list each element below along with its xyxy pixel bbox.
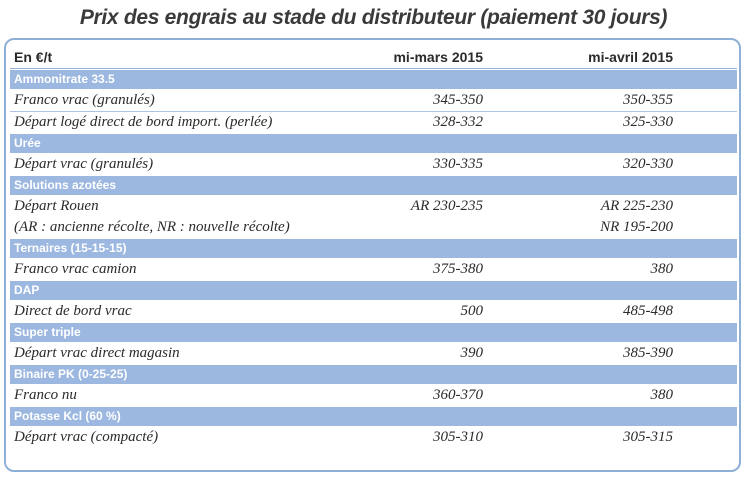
table-row: (AR : ancienne récolte, NR : nouvelle ré…: [10, 217, 737, 238]
section-title: Binaire PK (0-25-25): [14, 367, 128, 381]
row-label: Franco vrac (granulés): [14, 92, 155, 108]
section-title: Ammonitrate 33.5: [14, 72, 115, 86]
april-value: 385-390: [623, 345, 673, 361]
april-value: NR 195-200: [600, 219, 673, 235]
section-title: Urée: [14, 136, 41, 150]
april-value: AR 225-230: [600, 198, 673, 214]
table-row: Départ vrac (compacté) 305-310 305-315: [10, 427, 737, 448]
section-header: Ternaires (15-15-15): [10, 239, 737, 258]
column-header-april: mi-avril 2015: [588, 49, 673, 65]
table-row: Direct de bord vrac 500 485-498: [10, 301, 737, 322]
table-row: Franco nu 360-370 380: [10, 385, 737, 406]
april-value: 350-355: [623, 92, 673, 108]
march-value: 360-370: [433, 387, 483, 403]
row-label: Départ vrac (granulés): [14, 156, 154, 172]
section-header: Urée: [10, 134, 737, 153]
row-label: (AR : ancienne récolte, NR : nouvelle ré…: [14, 219, 290, 235]
section-header: Binaire PK (0-25-25): [10, 365, 737, 384]
section-header: Potasse Kcl (60 %): [10, 407, 737, 426]
row-label: Direct de bord vrac: [14, 303, 132, 319]
table-row: Départ logé direct de bord import. (perl…: [10, 112, 737, 133]
row-label: Franco nu: [14, 387, 77, 403]
price-table: En €/t mi-mars 2015 mi-avril 2015 Ammoni…: [10, 46, 737, 448]
row-label: Départ logé direct de bord import. (perl…: [14, 114, 273, 130]
section-header: Solutions azotées: [10, 176, 737, 195]
row-label: Départ Rouen: [14, 198, 99, 214]
section-title: Potasse Kcl (60 %): [14, 409, 121, 423]
section-title: DAP: [14, 283, 40, 297]
march-value: 345-350: [433, 92, 483, 108]
section-header: Super triple: [10, 323, 737, 342]
section-title: Solutions azotées: [14, 178, 117, 192]
row-label: Franco vrac camion: [14, 261, 137, 277]
section-header: DAP: [10, 281, 737, 300]
march-value: 305-310: [433, 429, 483, 445]
table-header: En €/t mi-mars 2015 mi-avril 2015: [10, 46, 737, 69]
april-value: 325-330: [623, 114, 673, 130]
table-row: Départ vrac direct magasin 390 385-390: [10, 343, 737, 364]
row-label: Départ vrac direct magasin: [14, 345, 180, 361]
table-row: Franco vrac camion 375-380 380: [10, 259, 737, 280]
section-title: Ternaires (15-15-15): [14, 241, 127, 255]
table-row: Départ vrac (granulés) 330-335 320-330: [10, 154, 737, 175]
unit-header: En €/t: [14, 49, 53, 65]
march-value: 390: [460, 345, 484, 361]
march-value: 500: [460, 303, 484, 319]
april-value: 320-330: [623, 156, 673, 172]
row-label: Départ vrac (compacté): [14, 429, 159, 445]
page-title: Prix des engrais au stade du distributeu…: [79, 6, 668, 29]
march-value: 375-380: [433, 261, 483, 277]
table-row: Départ Rouen AR 230-235 AR 225-230: [10, 196, 737, 217]
march-value: 328-332: [433, 114, 483, 130]
section-title: Super triple: [14, 325, 81, 339]
march-value: 330-335: [433, 156, 483, 172]
march-value: AR 230-235: [410, 198, 483, 214]
column-header-march: mi-mars 2015: [393, 49, 483, 65]
april-value: 485-498: [623, 303, 673, 319]
section-header: Ammonitrate 33.5: [10, 70, 737, 89]
april-value: 380: [650, 387, 674, 403]
april-value: 380: [650, 261, 674, 277]
table-row: Franco vrac (granulés) 345-350 350-355: [10, 90, 737, 112]
april-value: 305-315: [623, 429, 673, 445]
